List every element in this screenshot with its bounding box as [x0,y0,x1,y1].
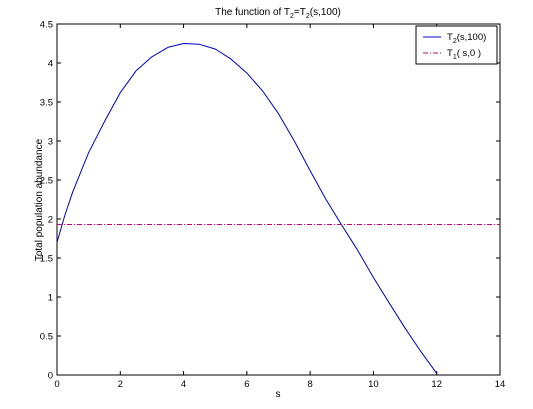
x-tick-label: 4 [181,379,186,390]
y-tick-label: 3 [48,137,53,148]
y-tick-label: 0.5 [40,332,53,343]
x-tick-label: 2 [118,379,123,390]
legend-label-t1: T1( s,0 ) [447,48,481,61]
x-tick-label: 6 [244,379,249,390]
title-prefix: The function of T [215,7,290,18]
series-lines [56,43,500,374]
chart-title: The function of T2=T2(s,100) [215,7,341,20]
y-tick-label: 4 [48,59,53,70]
series-line-t2 [56,43,438,374]
title-sub-2: 2 [306,13,310,20]
title-suffix: (s,100) [310,7,341,18]
y-tick-label: 1 [48,293,53,304]
legend-box [415,25,498,65]
legend: T2(s,100) T1( s,0 ) [415,25,498,65]
y-tick-label: 0 [48,371,53,382]
y-tick-label: 2.5 [40,176,53,187]
x-tick-label: 8 [307,379,312,390]
y-tick-label: 4.5 [40,20,53,31]
x-tick-label: 14 [495,379,506,390]
y-axis-label: Total population abundance [34,138,45,261]
x-tick-label: 12 [431,379,442,390]
title-sub-1: 2 [290,13,294,20]
plot-area: 0 2 4 6 8 10 12 14 0 0.5 1 1.5 2 2.5 3 3.5 4 4.5 [40,20,506,391]
x-tick-label: 0 [54,379,59,390]
x-axis-ticks: 0 2 4 6 8 10 12 14 [54,24,505,390]
x-axis-label: s [276,389,281,400]
legend-label-t2: T2(s,100) [447,32,486,45]
y-tick-label: 1.5 [40,254,53,265]
plot-frame [56,23,501,376]
y-tick-label: 2 [48,215,53,226]
y-axis-ticks: 0 0.5 1 1.5 2 2.5 3 3.5 4 4.5 [40,20,500,382]
y-tick-label: 3.5 [40,98,53,109]
title-eq: =T [294,7,306,18]
x-tick-label: 10 [368,379,379,390]
